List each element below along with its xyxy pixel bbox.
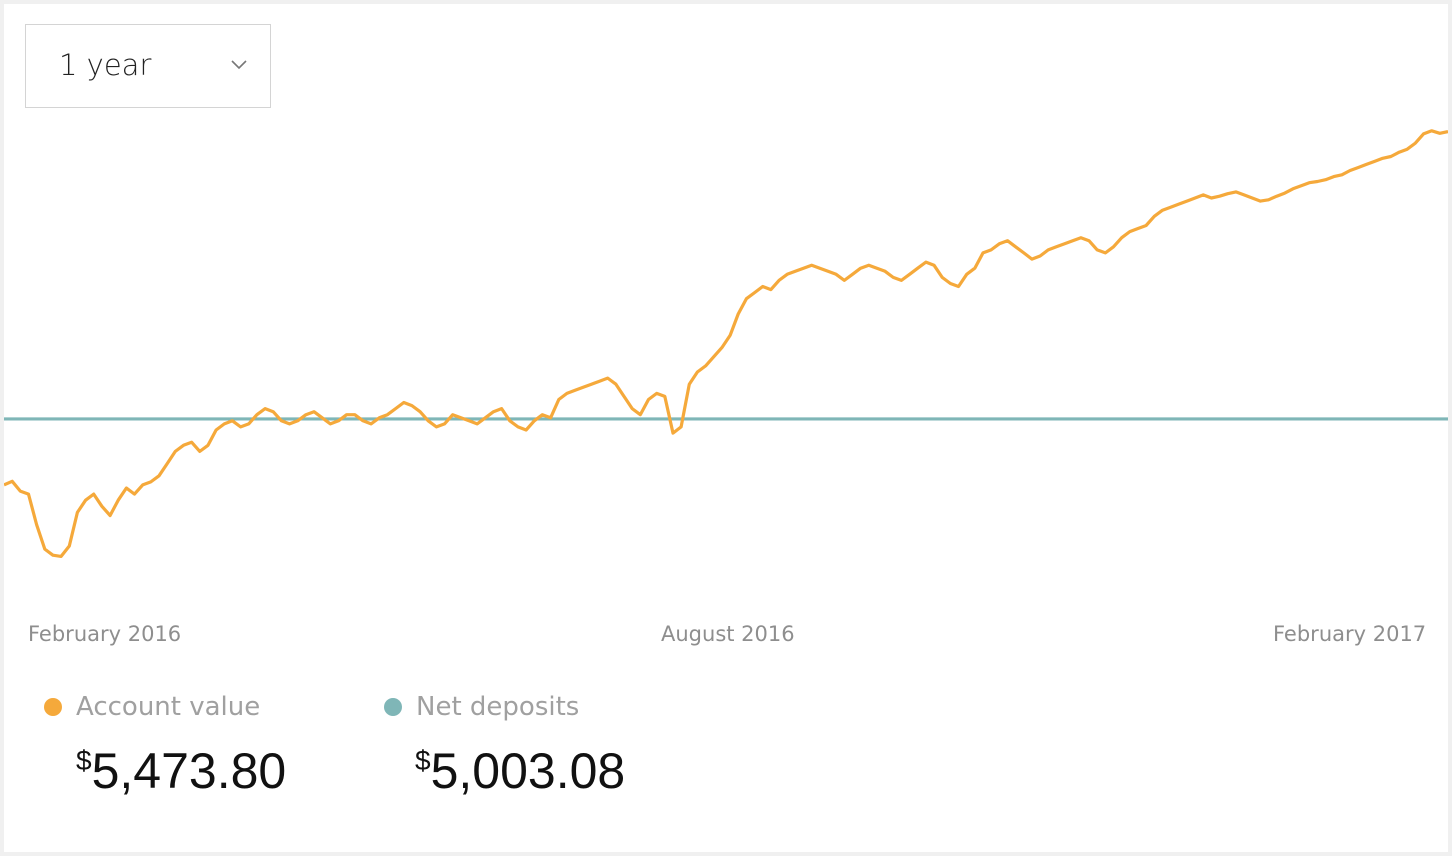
legend-dot-account [44, 698, 62, 716]
performance-card: 1 year February 2016 August 2016 Februar… [4, 4, 1448, 852]
legend-label-account: Account value [76, 692, 261, 722]
time-range-selected: 1 year [59, 48, 152, 82]
currency-symbol: $ [76, 745, 92, 776]
x-tick-label: February 2017 [1273, 622, 1427, 646]
x-tick-label: February 2016 [28, 622, 182, 646]
account-value-amount: $5,473.80 [76, 742, 286, 800]
legend-dot-deposits [384, 698, 402, 716]
x-tick-label: August 2016 [661, 622, 795, 646]
time-range-dropdown[interactable]: 1 year [25, 24, 271, 108]
chevron-down-icon [231, 60, 247, 70]
currency-symbol: $ [415, 745, 431, 776]
account-value-number: 5,473.80 [91, 743, 287, 799]
net-deposits-number: 5,003.08 [430, 743, 626, 799]
series-line-account-value [4, 129, 1448, 559]
net-deposits-amount: $5,003.08 [415, 742, 625, 800]
legend-label-deposits: Net deposits [416, 692, 580, 722]
performance-chart [4, 129, 1448, 559]
